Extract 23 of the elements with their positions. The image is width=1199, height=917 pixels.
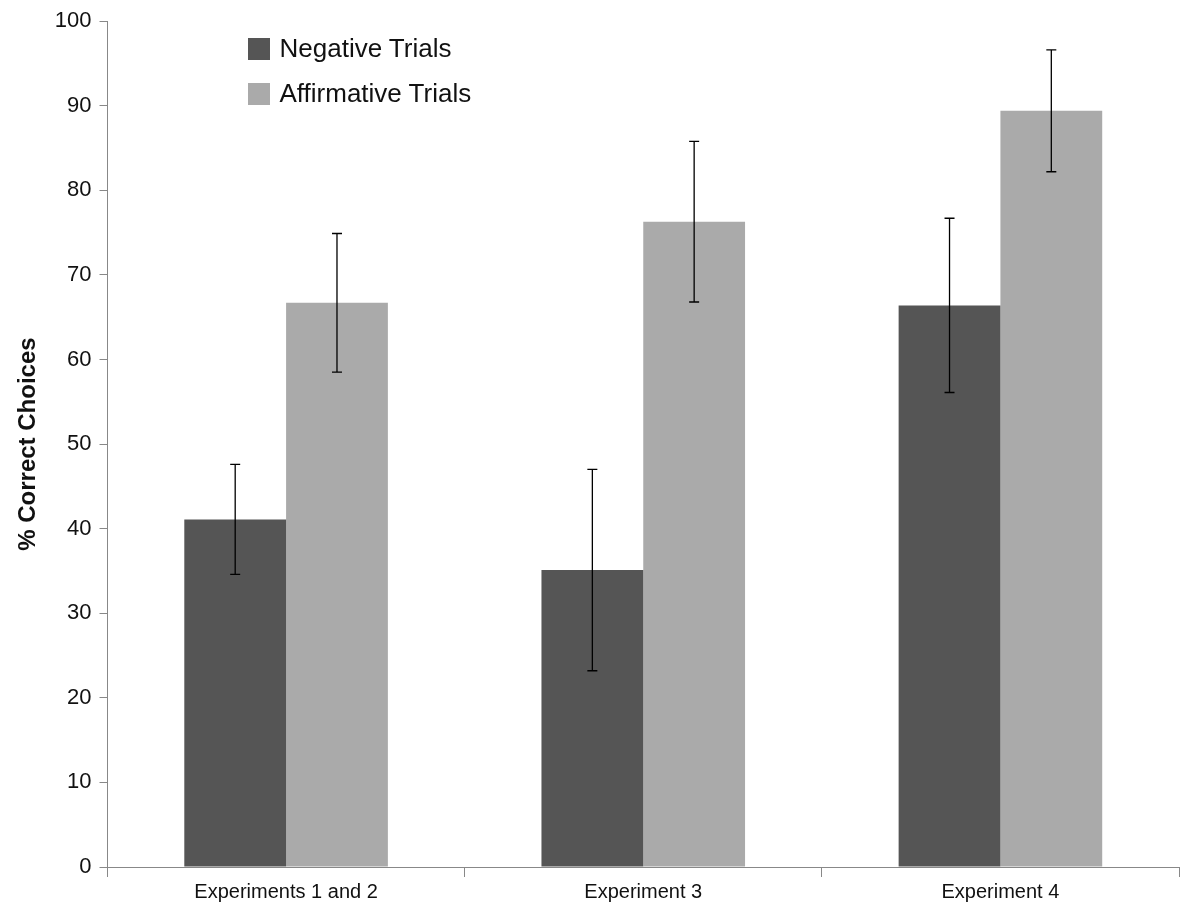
bar: [898, 305, 1001, 867]
bar: [1000, 110, 1103, 867]
y-tick-label: 30: [67, 599, 92, 625]
legend-label: Affirmative Trials: [279, 78, 472, 110]
y-tick-label: 100: [54, 7, 92, 33]
y-tick-label: 70: [67, 261, 92, 286]
y-axis-title: % Correct Choices: [13, 337, 41, 551]
bar: [184, 519, 287, 867]
x-tick-label: Experiments 1 and 2: [194, 879, 378, 902]
y-tick-label: 90: [67, 91, 92, 117]
y-tick-label: 60: [67, 345, 92, 371]
x-tick-label: Experiment 4: [941, 879, 1060, 902]
legend-label: Negative Trials: [279, 33, 452, 65]
y-tick-label: 40: [67, 514, 92, 540]
x-tick-label: Experiment 3: [584, 879, 703, 902]
y-tick-label: 80: [67, 176, 92, 202]
y-tick-label: 50: [67, 430, 92, 456]
y-tick-label: 0: [79, 853, 92, 879]
y-tick-label: 20: [67, 683, 92, 709]
bar: [643, 221, 746, 867]
y-tick-label: 10: [67, 768, 92, 794]
bar: [541, 570, 644, 867]
bar: [286, 302, 388, 867]
